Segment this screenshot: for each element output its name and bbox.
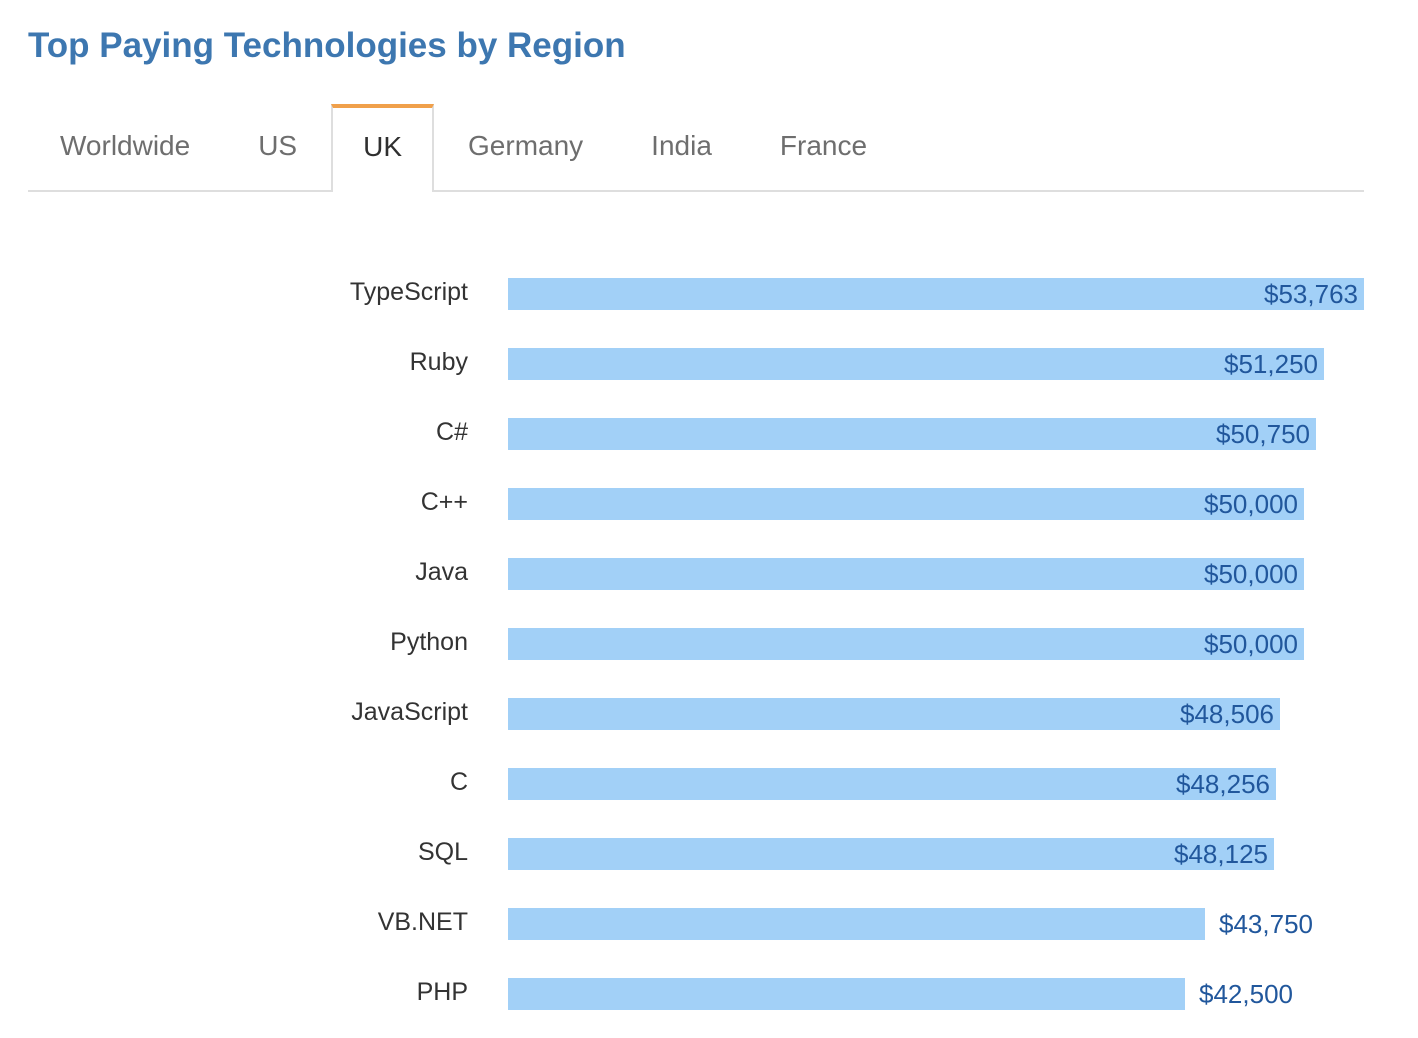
bar-typescript[interactable] [508,278,1364,310]
bar-row: JavaScript $48,506 [351,698,1280,730]
bar-row: C $48,256 [450,768,1276,800]
bar-vb-net[interactable] [508,908,1205,940]
bar-sql[interactable] [508,838,1274,870]
value-label-ruby: $51,250 [1224,349,1318,379]
value-label-c: $50,750 [1216,419,1310,449]
category-label-java: Java [415,558,468,586]
category-label-typescript: TypeScript [350,278,468,306]
value-label-javascript: $48,506 [1180,699,1274,729]
bar-c[interactable] [508,488,1304,520]
bar-row: TypeScript $53,763 [350,278,1364,310]
bar-row: Ruby $51,250 [410,348,1324,380]
value-label-typescript: $53,763 [1264,279,1358,309]
category-label-vb-net: VB.NET [378,908,468,936]
value-label-vb-net: $43,750 [1219,909,1313,939]
page-title: Top Paying Technologies by Region [28,26,626,65]
bar-javascript[interactable] [508,698,1280,730]
tab-india[interactable]: India [651,130,712,161]
bar-row: Java $50,000 [415,558,1304,590]
bar-c[interactable] [508,768,1276,800]
tab-germany[interactable]: Germany [468,130,584,161]
bar-java[interactable] [508,558,1304,590]
bar-row: C# $50,750 [436,418,1316,450]
bar-php[interactable] [508,978,1185,1010]
bar-row: VB.NET $43,750 [378,908,1313,940]
bar-row: C++ $50,000 [421,488,1304,520]
category-label-c: C [450,768,468,796]
bar-row: SQL $48,125 [418,838,1274,870]
category-label-javascript: JavaScript [351,698,468,726]
category-label-ruby: Ruby [410,348,469,376]
value-label-php: $42,500 [1199,979,1293,1009]
category-label-c: C# [436,418,468,446]
value-label-java: $50,000 [1204,559,1298,589]
bar-row: PHP $42,500 [417,978,1293,1010]
value-label-sql: $48,125 [1174,839,1268,869]
region-tabs: Worldwide US UK Germany India France [28,104,1364,192]
value-label-python: $50,000 [1204,629,1298,659]
category-label-c: C++ [421,488,468,516]
value-label-c: $50,000 [1204,489,1298,519]
category-label-sql: SQL [418,838,468,866]
category-label-python: Python [390,628,468,656]
tab-uk[interactable]: UK [331,104,435,192]
tab-worldwide[interactable]: Worldwide [60,130,191,161]
bar-ruby[interactable] [508,348,1324,380]
tab-us[interactable]: US [258,130,298,161]
bar-row: Python $50,000 [390,628,1304,660]
bar-python[interactable] [508,628,1304,660]
category-label-php: PHP [417,978,468,1006]
bar-c[interactable] [508,418,1316,450]
value-label-c: $48,256 [1176,769,1270,799]
tab-france[interactable]: France [779,130,868,161]
